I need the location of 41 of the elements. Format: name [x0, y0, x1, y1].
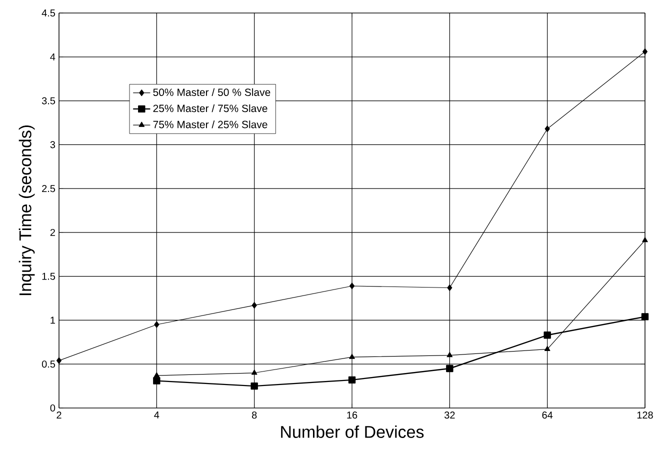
point	[250, 382, 258, 390]
y-tick-label: 4	[50, 53, 56, 60]
x-tick-label: 2	[56, 412, 62, 419]
x-tick-label: 16	[347, 412, 358, 419]
y-tick-label: 0	[50, 404, 56, 412]
point	[154, 321, 160, 328]
y-tick-label: 1	[50, 316, 55, 324]
x-axis-title: Number of Devices	[281, 425, 424, 438]
point	[56, 357, 62, 364]
point	[642, 237, 648, 242]
y-axis-title: Inquiry Time (seconds)	[18, 125, 35, 296]
y-tick-label: 2.5	[42, 185, 56, 192]
y-tick-label: 3.5	[42, 97, 56, 104]
point	[153, 377, 160, 384]
x-tick-label: 64	[542, 412, 553, 419]
point	[447, 284, 452, 292]
x-tick-label: 128	[637, 412, 653, 419]
point	[641, 313, 649, 320]
point	[642, 48, 648, 55]
legend-label: 75% Master / 25% Slave	[153, 120, 268, 128]
point	[446, 352, 453, 358]
legend-label: 25% Master / 75% Slave	[153, 104, 268, 112]
point	[544, 332, 551, 339]
y-tick-label: 3	[50, 141, 56, 148]
y-tick-label: 2	[50, 228, 55, 236]
point	[349, 282, 355, 290]
x-tick-label: 4	[154, 412, 160, 418]
point	[544, 346, 550, 351]
point	[252, 302, 257, 309]
point	[349, 354, 355, 359]
point	[154, 372, 160, 378]
y-tick-label: 1.5	[42, 272, 56, 280]
y-tick-label: 4.5	[42, 10, 56, 16]
legend-label: 50% Master / 50 % Slave	[153, 88, 270, 96]
point	[544, 126, 550, 132]
y-tick-label: 0.5	[42, 360, 56, 368]
x-tick-label: 32	[444, 412, 455, 419]
point	[348, 376, 356, 384]
point	[251, 370, 258, 375]
x-tick-label: 8	[252, 412, 257, 419]
point	[446, 364, 454, 372]
